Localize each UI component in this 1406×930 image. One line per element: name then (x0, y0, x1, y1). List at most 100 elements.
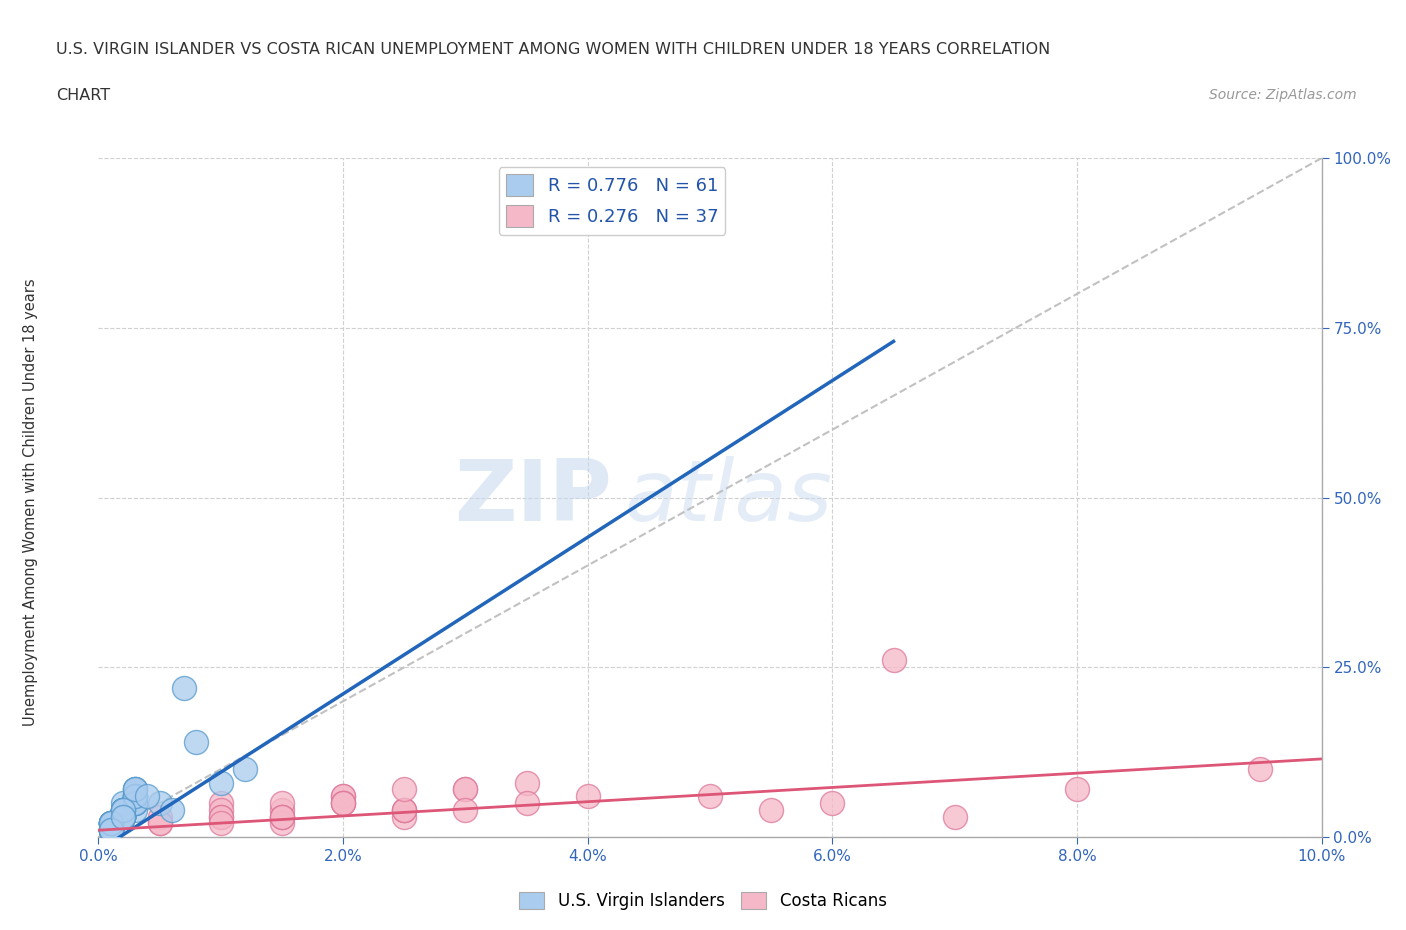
Point (392, 803, 416, 817)
Point (160, 803, 183, 817)
Point (270, 803, 292, 817)
Point (454, 782, 477, 797)
Point (454, 782, 477, 797)
Point (332, 789, 354, 804)
Point (111, 809, 134, 824)
Point (100, 816, 122, 830)
Point (111, 796, 134, 811)
Point (100, 823, 122, 838)
Point (111, 803, 134, 817)
Point (209, 809, 232, 824)
Point (100, 816, 122, 830)
Point (111, 803, 134, 817)
Point (699, 789, 721, 804)
Point (100, 823, 122, 838)
Point (111, 803, 134, 817)
Point (124, 789, 146, 804)
Point (209, 776, 232, 790)
Point (454, 803, 477, 817)
Point (111, 809, 134, 824)
Point (100, 816, 122, 830)
Text: atlas: atlas (624, 456, 832, 539)
Point (332, 796, 354, 811)
Text: ZIP: ZIP (454, 456, 612, 539)
Point (516, 796, 538, 811)
Point (124, 782, 146, 797)
Point (124, 796, 146, 811)
Point (100, 816, 122, 830)
Point (332, 796, 354, 811)
Point (270, 809, 292, 824)
Point (100, 816, 122, 830)
Point (1249, 762, 1271, 777)
Point (392, 782, 416, 797)
Point (111, 809, 134, 824)
Point (111, 809, 134, 824)
Point (149, 809, 172, 824)
Text: Source: ZipAtlas.com: Source: ZipAtlas.com (1209, 88, 1357, 102)
Point (111, 803, 134, 817)
Legend: R = 0.776   N = 61, R = 0.276   N = 37: R = 0.776 N = 61, R = 0.276 N = 37 (499, 167, 725, 234)
Point (943, 809, 966, 824)
Point (100, 823, 122, 838)
Point (111, 809, 134, 824)
Text: Unemployment Among Women with Children Under 18 years: Unemployment Among Women with Children U… (24, 278, 38, 726)
Point (124, 789, 146, 804)
Point (124, 803, 146, 817)
Point (111, 803, 134, 817)
Point (821, 796, 844, 811)
Point (124, 789, 146, 804)
Point (124, 789, 146, 804)
Point (392, 803, 416, 817)
Point (392, 803, 416, 817)
Point (111, 809, 134, 824)
Point (149, 796, 172, 811)
Text: CHART: CHART (56, 88, 110, 103)
Point (759, 803, 782, 817)
Point (883, 653, 905, 668)
Point (100, 823, 122, 838)
Point (100, 816, 122, 830)
Point (111, 803, 134, 817)
Point (111, 809, 134, 824)
Point (100, 816, 122, 830)
Point (111, 803, 134, 817)
Point (111, 809, 134, 824)
Point (209, 803, 232, 817)
Point (111, 809, 134, 824)
Point (124, 796, 146, 811)
Point (124, 796, 146, 811)
Point (124, 789, 146, 804)
Point (576, 789, 599, 804)
Point (186, 735, 208, 750)
Point (100, 823, 122, 838)
Point (100, 816, 122, 830)
Point (209, 796, 232, 811)
Point (332, 789, 354, 804)
Point (233, 762, 256, 777)
Point (111, 803, 134, 817)
Point (100, 816, 122, 830)
Point (100, 823, 122, 838)
Point (100, 823, 122, 838)
Point (124, 782, 146, 797)
Point (209, 816, 232, 830)
Point (111, 809, 134, 824)
Point (270, 796, 292, 811)
Point (111, 809, 134, 824)
Point (1066, 782, 1088, 797)
Point (111, 809, 134, 824)
Point (124, 782, 146, 797)
Text: U.S. VIRGIN ISLANDER VS COSTA RICAN UNEMPLOYMENT AMONG WOMEN WITH CHILDREN UNDER: U.S. VIRGIN ISLANDER VS COSTA RICAN UNEM… (56, 42, 1050, 57)
Point (270, 809, 292, 824)
Point (332, 796, 354, 811)
Point (516, 776, 538, 790)
Point (392, 809, 416, 824)
Point (100, 816, 122, 830)
Legend: U.S. Virgin Islanders, Costa Ricans: U.S. Virgin Islanders, Costa Ricans (513, 885, 893, 917)
Point (270, 809, 292, 824)
Point (149, 816, 172, 830)
Point (100, 823, 122, 838)
Point (270, 816, 292, 830)
Point (136, 789, 159, 804)
